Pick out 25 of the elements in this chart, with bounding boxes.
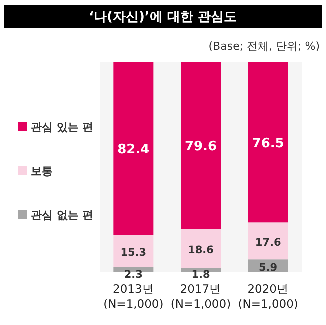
x-tick-label: 2020년 (N=1,000) [238,282,298,311]
chart-subtitle: (Base; 전체, 단위; %) [208,40,320,53]
x-tick-label: 2017년 (N=1,000) [170,282,232,311]
data-label: 2.3 [124,269,143,281]
data-label: 1.8 [192,269,210,281]
legend-label: 보통 [31,165,53,178]
bar [248,62,288,223]
data-label: 79.6 [184,140,218,155]
data-label: 76.5 [252,136,284,152]
bar [114,235,154,268]
bar [114,62,154,236]
bar [114,267,154,272]
data-label: 15.3 [120,247,147,260]
bar [181,62,221,230]
data-label: 82.4 [118,142,150,158]
chart-title: ‘나(자신)’에 대한 관심도 [89,10,237,25]
bar [181,229,221,268]
data-label: 5.9 [259,262,278,274]
x-tick-label: 2013년 (N=1,000) [104,282,164,311]
bar [248,222,288,260]
data-label: 18.6 [188,244,214,257]
data-label: 17.6 [255,237,282,250]
bar [181,268,221,272]
legend-label: 관심 있는 편 [31,121,94,134]
legend-label: 관심 없는 편 [31,209,94,222]
